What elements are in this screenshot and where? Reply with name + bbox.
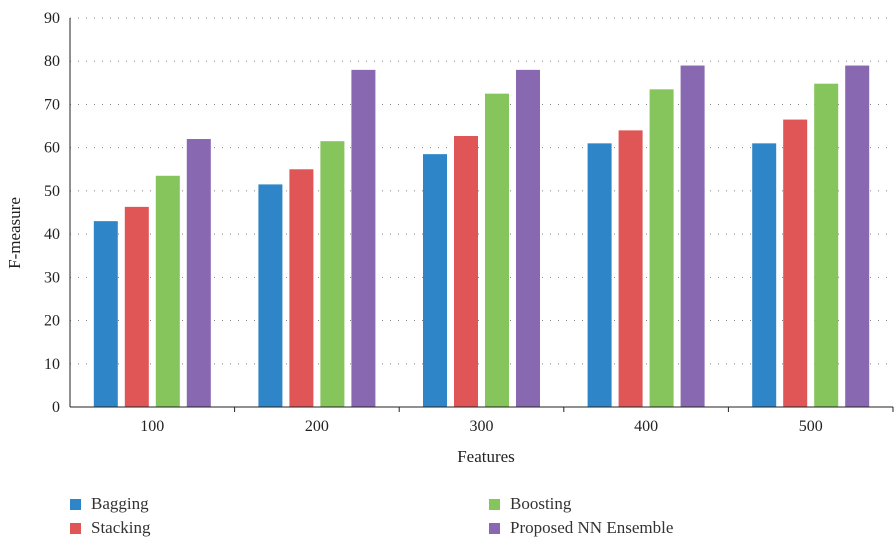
legend-swatch-stacking bbox=[70, 522, 81, 534]
legend-item-boosting: Boosting bbox=[489, 494, 571, 514]
x-tick-label: 300 bbox=[470, 418, 494, 435]
legend-swatch-bagging bbox=[70, 498, 81, 510]
bar-proposed-nn-ensemble-300 bbox=[516, 69, 540, 407]
bar-bagging-500 bbox=[752, 143, 777, 407]
x-tick-label: 100 bbox=[140, 418, 164, 435]
bar-proposed-nn-ensemble-400 bbox=[680, 65, 705, 408]
legend-label: Bagging bbox=[91, 494, 149, 513]
x-tick-labels: 100 200 300 400 500 bbox=[140, 418, 822, 435]
legend-swatch-boosting bbox=[489, 498, 500, 510]
bar-boosting-100 bbox=[155, 175, 180, 407]
y-tick-label: 30 bbox=[44, 269, 60, 286]
bar-proposed-nn-ensemble-100 bbox=[186, 139, 211, 407]
bars-group bbox=[93, 65, 870, 408]
y-tick-label: 0 bbox=[52, 399, 60, 416]
bar-stacking-200 bbox=[289, 169, 314, 407]
y-tick-label: 70 bbox=[44, 96, 60, 113]
y-tick-label: 50 bbox=[44, 183, 60, 200]
x-tick-label: 400 bbox=[634, 418, 658, 435]
legend: Bagging Stacking Boosting Proposed NN En… bbox=[0, 490, 896, 545]
bar-chart: 0 10 20 30 40 50 60 70 80 90 100 200 300 400 500 F-me… bbox=[5, 10, 894, 466]
bar-bagging-100 bbox=[93, 221, 118, 407]
y-tick-label: 10 bbox=[44, 356, 60, 373]
x-axis-label: Features bbox=[457, 447, 515, 466]
y-tick-label: 80 bbox=[44, 53, 60, 70]
bar-bagging-400 bbox=[587, 143, 612, 407]
bar-proposed-nn-ensemble-200 bbox=[351, 69, 376, 407]
bar-proposed-nn-ensemble-500 bbox=[845, 65, 870, 408]
bar-boosting-400 bbox=[649, 89, 674, 408]
y-tick-label: 60 bbox=[44, 140, 60, 157]
bar-bagging-300 bbox=[423, 154, 447, 407]
legend-item-proposed-nn-ensemble: Proposed NN Ensemble bbox=[489, 518, 673, 538]
legend-label: Proposed NN Ensemble bbox=[510, 518, 674, 537]
y-tick-label: 20 bbox=[44, 313, 60, 330]
x-tick-label: 500 bbox=[799, 418, 823, 435]
bar-stacking-400 bbox=[618, 130, 643, 407]
bar-boosting-300 bbox=[485, 93, 509, 407]
legend-label: Stacking bbox=[91, 518, 151, 537]
bar-stacking-300 bbox=[454, 135, 478, 407]
bar-boosting-200 bbox=[320, 141, 345, 407]
y-tick-label: 40 bbox=[44, 226, 60, 243]
bar-boosting-500 bbox=[814, 83, 839, 407]
legend-item-bagging: Bagging bbox=[70, 494, 149, 514]
legend-swatch-proposed-nn-ensemble bbox=[489, 522, 500, 534]
bar-bagging-200 bbox=[258, 184, 283, 407]
legend-label: Boosting bbox=[510, 494, 572, 513]
y-tick-label: 90 bbox=[44, 10, 60, 27]
y-axis-label: F-measure bbox=[5, 197, 24, 269]
axes bbox=[69, 18, 894, 412]
x-tick-label: 200 bbox=[305, 418, 329, 435]
y-tick-labels: 0 10 20 30 40 50 60 70 80 90 bbox=[44, 10, 60, 416]
bar-stacking-100 bbox=[124, 206, 149, 407]
bar-stacking-500 bbox=[783, 119, 808, 408]
legend-item-stacking: Stacking bbox=[70, 518, 151, 538]
